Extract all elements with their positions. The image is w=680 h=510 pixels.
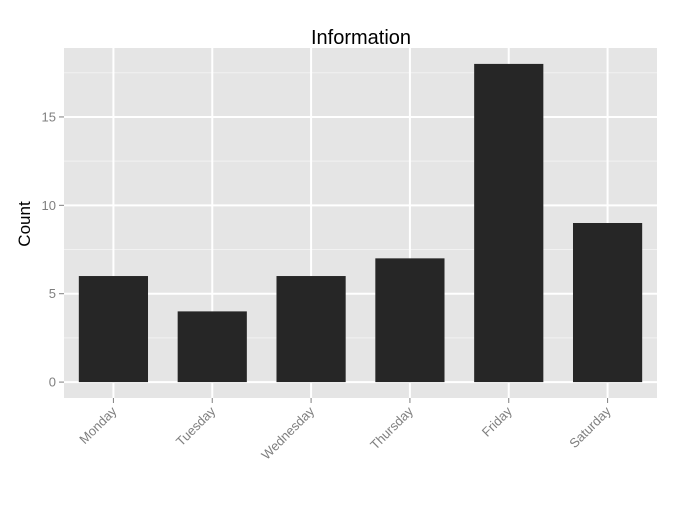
bar-tuesday [177,311,247,383]
x-tick-label: Friday [479,403,515,439]
plot-panel [64,48,657,398]
bar-monday [78,276,149,383]
x-tick-label: Thursday [367,403,416,452]
x-tick-label: Monday [76,403,120,447]
x-tick-label: Saturday [566,403,614,451]
bar-saturday [572,223,643,383]
y-tick-label: 10 [42,198,56,213]
bar-thursday [375,258,445,383]
bar-friday [474,63,544,383]
bar-wednesday [276,276,346,383]
chart-title: Information [311,27,411,49]
y-axis-title: Count [15,201,34,247]
x-tick-label: Wednesday [258,403,317,462]
x-tick-label: Tuesday [173,403,219,449]
y-tick-label: 0 [49,375,56,390]
y-tick-label: 15 [42,109,56,124]
bars [78,63,643,383]
y-tick-label: 5 [49,286,56,301]
